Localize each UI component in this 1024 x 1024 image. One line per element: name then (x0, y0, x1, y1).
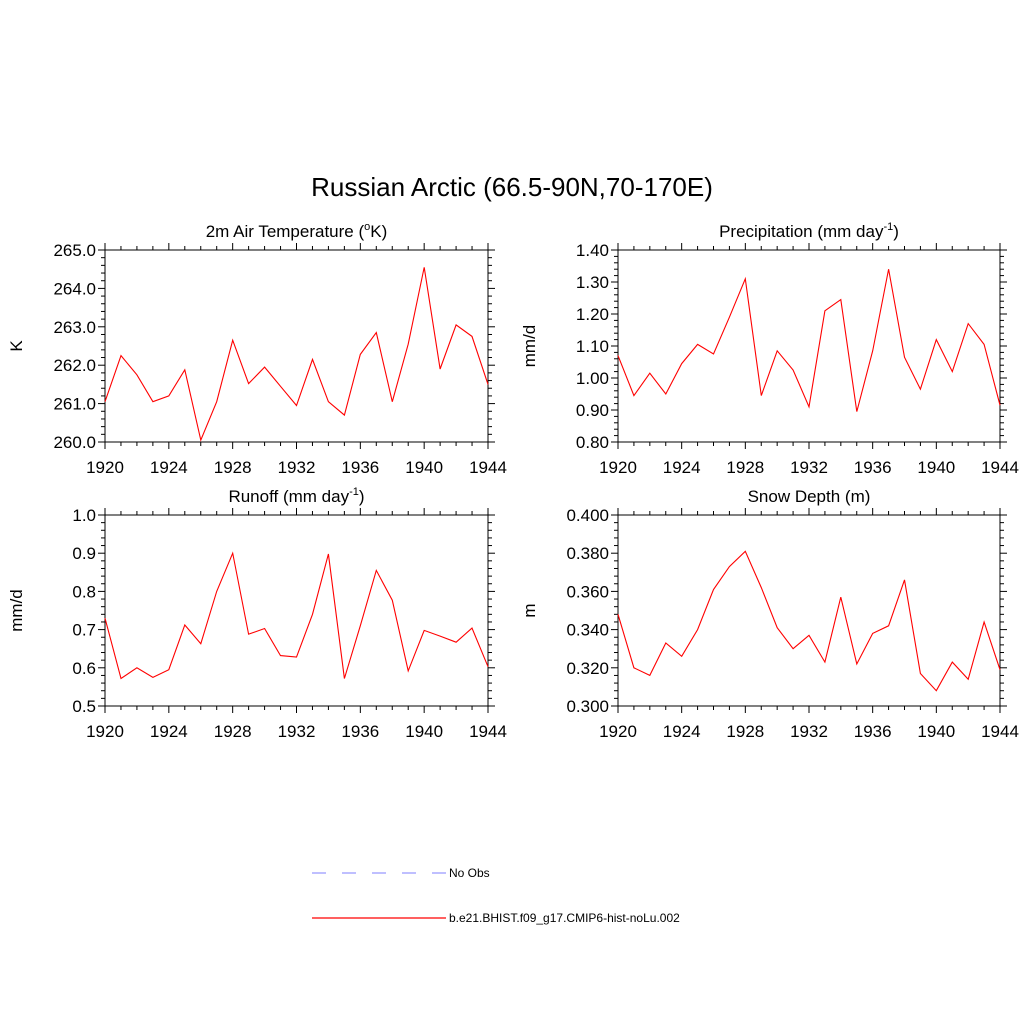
y-tick-label: 1.20 (576, 305, 609, 324)
y-tick-label: 1.10 (576, 337, 609, 356)
x-tick-label: 1924 (150, 458, 188, 477)
y-tick-label: 0.80 (576, 433, 609, 452)
x-tick-label: 1940 (917, 458, 955, 477)
y-tick-label: 0.5 (72, 697, 96, 716)
legend-model-label: b.e21.BHIST.f09_g17.CMIP6-hist-noLu.002 (449, 911, 680, 925)
x-tick-label: 1920 (599, 722, 637, 741)
chart-panel-3: Runoff (mm day-1) mm/d 0.5 0.6 0.7 0.8 0.9 1.0 1… (7, 486, 507, 741)
y-axis-label: m (520, 603, 539, 617)
series-line (104, 267, 489, 442)
y-tick-label: 0.8 (72, 582, 96, 601)
x-tick-label: 1920 (86, 458, 124, 477)
panel-title: Precipitation (mm day-1) (719, 221, 899, 241)
x-tick-label: 1944 (469, 722, 507, 741)
plot-frame (104, 514, 489, 707)
x-tick-label: 1920 (86, 722, 124, 741)
y-tick-label: 1.0 (72, 506, 96, 525)
panel-title: 2m Air Temperature (oK) (206, 221, 388, 241)
x-tick-label: 1920 (599, 458, 637, 477)
series-line (104, 551, 489, 680)
y-tick-label: 0.360 (566, 582, 609, 601)
y-tick-label: 1.40 (576, 241, 609, 260)
x-tick-label: 1936 (854, 458, 892, 477)
x-tick-label: 1928 (726, 458, 764, 477)
y-tick-label: 261.0 (53, 395, 96, 414)
y-axis-label: mm/d (520, 325, 539, 368)
x-tick-label: 1936 (341, 722, 379, 741)
panel-title: Snow Depth (m) (748, 487, 871, 506)
x-tick-label: 1928 (214, 458, 252, 477)
y-tick-label: 0.9 (72, 544, 96, 563)
x-tick-label: 1932 (790, 458, 828, 477)
plot-frame (617, 514, 1001, 707)
chart-panel-1: 2m Air Temperature (oK) K 260.0 261.0 262.0 2… (7, 221, 507, 477)
legend: No Obs b.e21.BHIST.f09_g17.CMIP6-hist-no… (312, 866, 680, 925)
series-line (617, 269, 1001, 412)
y-tick-label: 0.380 (566, 544, 609, 563)
y-tick-label: 0.90 (576, 401, 609, 420)
x-tick-label: 1932 (278, 722, 316, 741)
chart-panels: 2m Air Temperature (oK) K 260.0 261.0 262.0 2… (7, 221, 1019, 741)
panel-title: Runoff (mm day-1) (228, 486, 364, 506)
y-tick-label: 0.300 (566, 697, 609, 716)
x-tick-label: 1944 (981, 458, 1019, 477)
x-tick-label: 1928 (726, 722, 764, 741)
y-tick-label: 1.00 (576, 369, 609, 388)
y-axis-label: mm/d (7, 589, 26, 632)
x-tick-label: 1944 (981, 722, 1019, 741)
chart-panel-4: Snow Depth (m) m 0.300 0.320 0.340 0.360 0.380… (520, 487, 1019, 741)
x-tick-label: 1924 (150, 722, 188, 741)
figure-title: Russian Arctic (66.5-90N,70-170E) (311, 172, 713, 202)
legend-obs-label: No Obs (449, 866, 490, 880)
series-line (617, 550, 1001, 692)
x-tick-label: 1924 (663, 458, 701, 477)
y-tick-label: 265.0 (53, 241, 96, 260)
x-tick-label: 1932 (790, 722, 828, 741)
y-tick-label: 260.0 (53, 433, 96, 452)
x-tick-label: 1928 (214, 722, 252, 741)
plot-frame (617, 249, 1001, 443)
y-tick-label: 262.0 (53, 356, 96, 375)
y-axis-label: K (7, 340, 26, 352)
x-tick-label: 1940 (405, 722, 443, 741)
y-tick-label: 0.7 (72, 621, 96, 640)
chart-panel-2: Precipitation (mm day-1) mm/d 0.80 0.90 1.00… (520, 221, 1019, 477)
y-tick-label: 0.320 (566, 659, 609, 678)
y-tick-label: 1.30 (576, 273, 609, 292)
y-tick-label: 264.0 (53, 279, 96, 298)
y-tick-label: 0.6 (72, 659, 96, 678)
x-tick-label: 1940 (405, 458, 443, 477)
x-tick-label: 1936 (341, 458, 379, 477)
x-tick-label: 1940 (917, 722, 955, 741)
x-tick-label: 1936 (854, 722, 892, 741)
y-tick-label: 263.0 (53, 318, 96, 337)
x-tick-label: 1944 (469, 458, 507, 477)
y-tick-label: 0.340 (566, 621, 609, 640)
x-tick-label: 1932 (278, 458, 316, 477)
y-tick-label: 0.400 (566, 506, 609, 525)
x-tick-label: 1924 (663, 722, 701, 741)
plot-frame (104, 249, 489, 443)
